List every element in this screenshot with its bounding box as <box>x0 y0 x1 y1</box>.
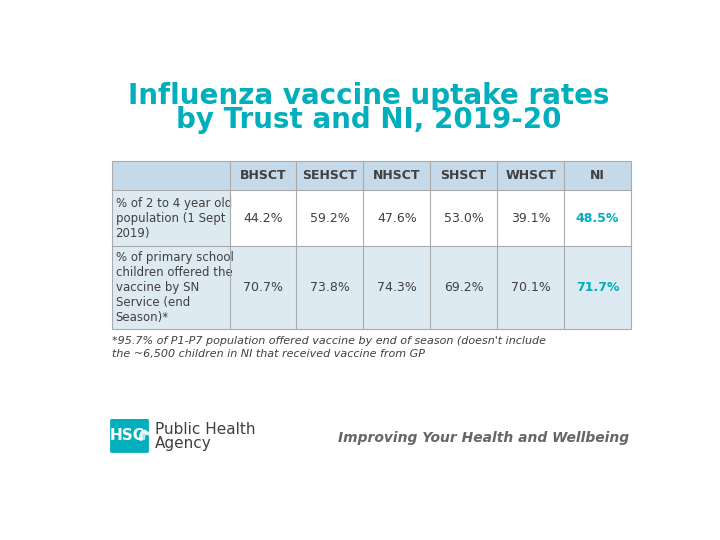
FancyBboxPatch shape <box>497 190 564 246</box>
FancyBboxPatch shape <box>431 190 497 246</box>
FancyBboxPatch shape <box>110 419 149 453</box>
FancyBboxPatch shape <box>364 190 431 246</box>
FancyBboxPatch shape <box>112 190 230 246</box>
Text: 73.8%: 73.8% <box>310 281 350 294</box>
Text: 47.6%: 47.6% <box>377 212 417 225</box>
FancyBboxPatch shape <box>564 190 631 246</box>
Text: 44.2%: 44.2% <box>243 212 283 225</box>
Text: *95.7% of P1-P7 population offered vaccine by end of season (doesn't include: *95.7% of P1-P7 population offered vacci… <box>112 336 546 346</box>
Text: the ~6,500 children in NI that received vaccine from GP: the ~6,500 children in NI that received … <box>112 349 425 359</box>
Text: 70.7%: 70.7% <box>243 281 283 294</box>
Text: 53.0%: 53.0% <box>444 212 484 225</box>
Text: 39.1%: 39.1% <box>510 212 550 225</box>
Text: 59.2%: 59.2% <box>310 212 350 225</box>
Text: WHSCT: WHSCT <box>505 169 556 182</box>
FancyBboxPatch shape <box>564 246 631 329</box>
Text: NI: NI <box>590 169 605 182</box>
Text: % of primary school
children offered the
vaccine by SN
Service (end
Season)*: % of primary school children offered the… <box>116 251 233 324</box>
FancyBboxPatch shape <box>112 161 631 190</box>
Text: SEHSCT: SEHSCT <box>302 169 357 182</box>
Text: Influenza vaccine uptake rates: Influenza vaccine uptake rates <box>128 82 610 110</box>
FancyBboxPatch shape <box>297 246 364 329</box>
Text: by Trust and NI, 2019-20: by Trust and NI, 2019-20 <box>176 106 562 134</box>
Text: 70.1%: 70.1% <box>510 281 551 294</box>
FancyBboxPatch shape <box>364 246 431 329</box>
Text: % of 2 to 4 year old
population (1 Sept
2019): % of 2 to 4 year old population (1 Sept … <box>116 197 232 240</box>
FancyBboxPatch shape <box>297 190 364 246</box>
FancyBboxPatch shape <box>431 246 497 329</box>
Text: BHSCT: BHSCT <box>240 169 287 182</box>
Text: Agency: Agency <box>155 436 212 451</box>
Text: SHSCT: SHSCT <box>441 169 487 182</box>
Text: NHSCT: NHSCT <box>373 169 420 182</box>
Text: 48.5%: 48.5% <box>576 212 619 225</box>
Text: 71.7%: 71.7% <box>576 281 619 294</box>
FancyBboxPatch shape <box>112 246 230 329</box>
Text: Public Health: Public Health <box>155 422 256 437</box>
FancyBboxPatch shape <box>230 190 297 246</box>
Text: Improving Your Health and Wellbeing: Improving Your Health and Wellbeing <box>338 431 629 446</box>
Text: HSC: HSC <box>109 428 144 443</box>
FancyBboxPatch shape <box>230 246 297 329</box>
FancyBboxPatch shape <box>497 246 564 329</box>
Text: 74.3%: 74.3% <box>377 281 417 294</box>
Text: 69.2%: 69.2% <box>444 281 484 294</box>
